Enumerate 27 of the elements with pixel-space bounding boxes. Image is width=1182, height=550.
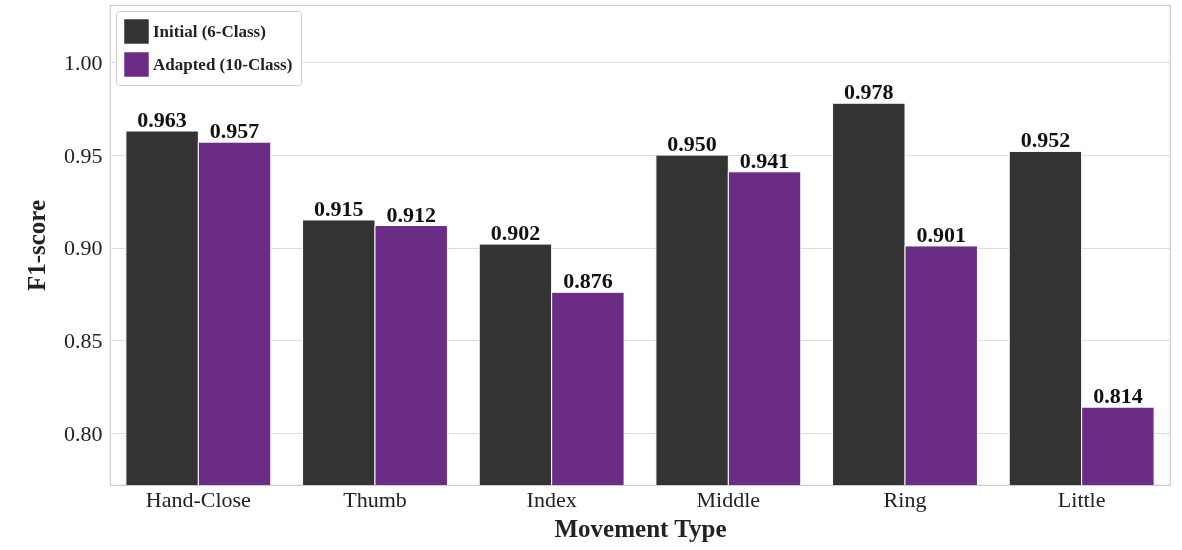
x-tick-label: Index bbox=[526, 486, 577, 512]
data-label: 0.952 bbox=[1020, 127, 1071, 153]
y-tick-label: 0.80 bbox=[64, 420, 103, 446]
data-label: 0.950 bbox=[667, 131, 717, 157]
x-tick-label: Thumb bbox=[343, 486, 407, 512]
x-tick-label: Little bbox=[1057, 486, 1106, 512]
x-tick-label: Hand-Close bbox=[145, 486, 251, 512]
y-tick-label: 1.00 bbox=[64, 49, 103, 75]
data-label: 0.814 bbox=[1093, 383, 1143, 409]
x-tick-label: Ring bbox=[883, 486, 927, 512]
data-label: 0.902 bbox=[490, 220, 541, 246]
data-label: 0.963 bbox=[137, 107, 187, 133]
y-tick-label: 0.90 bbox=[64, 235, 103, 261]
data-label: 0.941 bbox=[739, 147, 790, 173]
x-axis-title: Movement Type bbox=[554, 514, 727, 542]
y-tick-label: 0.95 bbox=[64, 142, 103, 168]
data-label: 0.915 bbox=[314, 195, 364, 221]
legend-label: Adapted (10-Class) bbox=[153, 54, 293, 74]
data-label: 0.957 bbox=[209, 118, 260, 144]
y-axis-title: F1-score bbox=[23, 199, 50, 292]
data-label: 0.912 bbox=[386, 201, 436, 227]
data-label: 0.901 bbox=[916, 221, 966, 247]
data-label: 0.876 bbox=[563, 268, 613, 294]
data-label: 0.978 bbox=[844, 79, 894, 105]
y-tick-label: 0.85 bbox=[64, 327, 103, 353]
x-tick-label: Middle bbox=[696, 486, 761, 512]
legend-label: Initial (6-Class) bbox=[153, 21, 266, 41]
